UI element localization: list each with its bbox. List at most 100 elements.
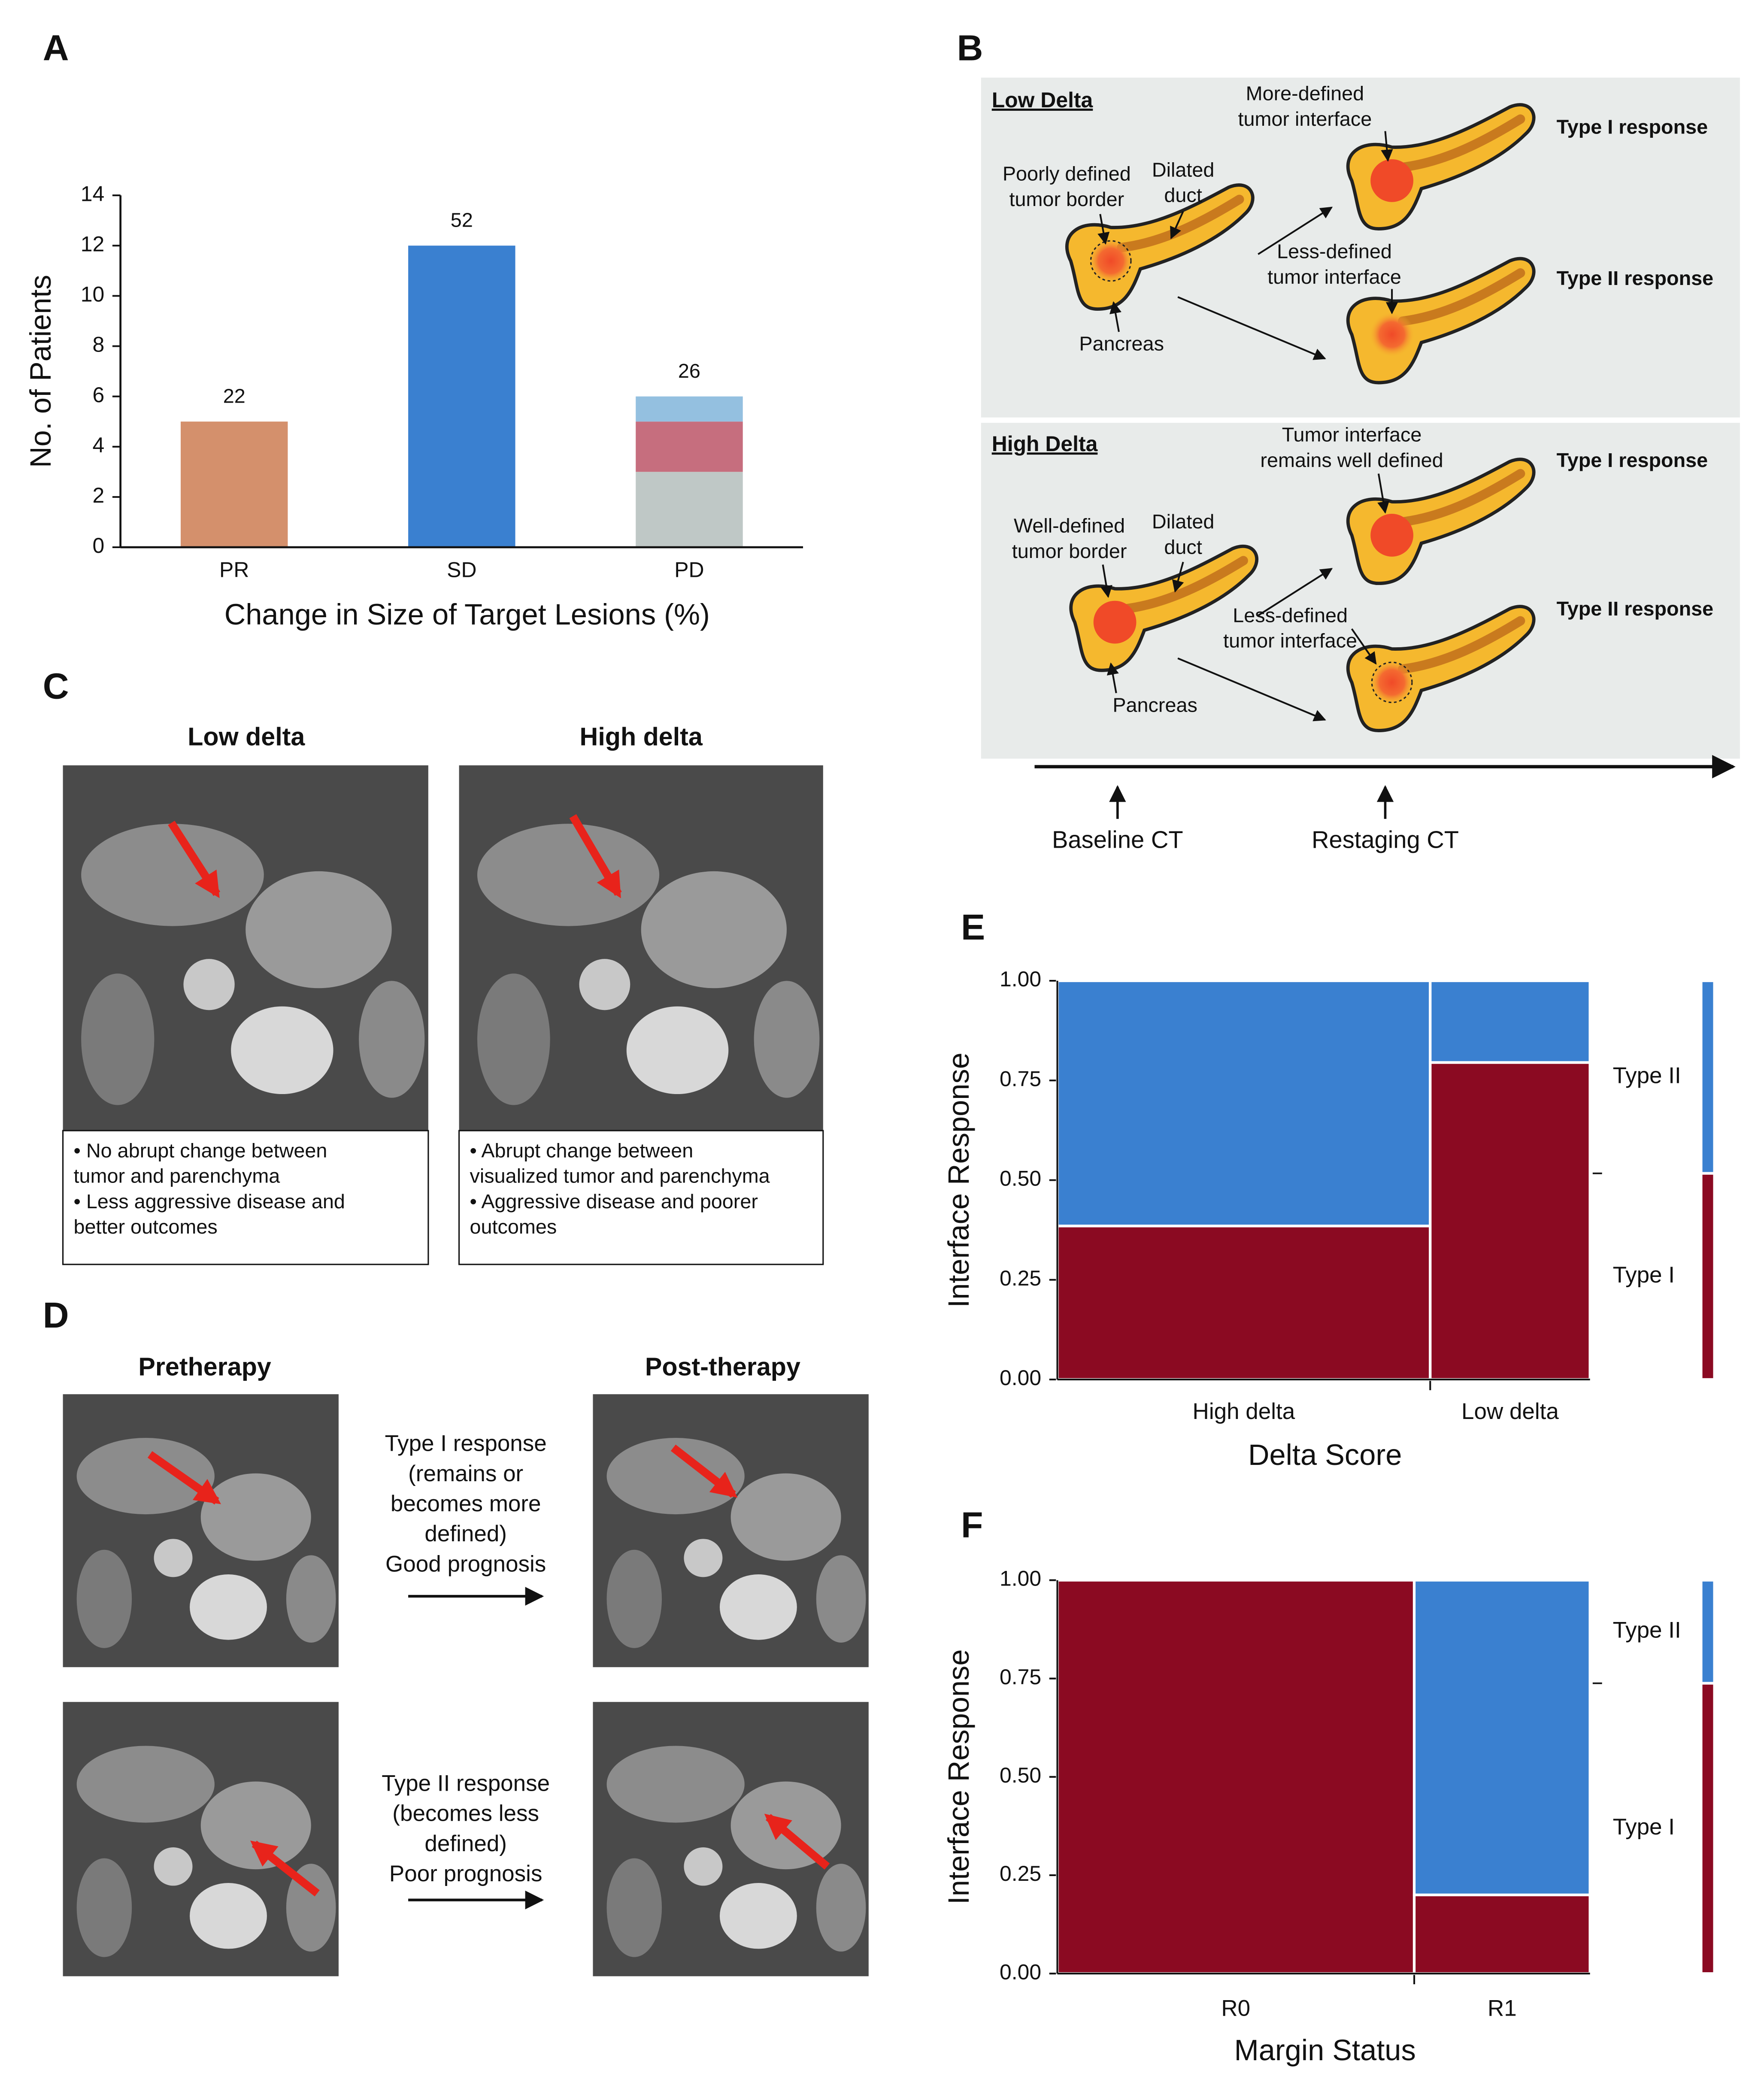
description-line: • Aggressive disease and poorer bbox=[470, 1190, 758, 1213]
diagram-label: tumor border bbox=[1009, 188, 1124, 210]
panel-label: B bbox=[957, 28, 983, 68]
bar-annotation: 52 bbox=[451, 209, 473, 231]
column-title: Low delta bbox=[188, 722, 305, 751]
y-tick-label: 8 bbox=[92, 333, 104, 357]
diagram-label: Dilated bbox=[1152, 510, 1215, 533]
response-label: Type II response bbox=[1557, 267, 1714, 289]
x-tick-label: PR bbox=[219, 558, 249, 582]
mosaic-cell bbox=[1056, 1579, 1416, 1975]
y-tick-label: 4 bbox=[92, 433, 104, 457]
red-arrow bbox=[250, 1840, 320, 1897]
y-tick-label: 0.75 bbox=[1000, 1067, 1041, 1091]
legend-label: Type I bbox=[1613, 1814, 1675, 1840]
marginal-bar bbox=[1702, 1581, 1713, 1682]
panel-label: F bbox=[961, 1505, 983, 1545]
x-tick-label: R1 bbox=[1488, 1995, 1517, 2021]
response-text: Poor prognosis bbox=[389, 1861, 543, 1886]
red-arrow bbox=[147, 1451, 221, 1505]
y-tick-label: 10 bbox=[81, 282, 104, 306]
diagram-label: tumor interface bbox=[1223, 630, 1357, 652]
legend-label: Type II bbox=[1613, 1063, 1681, 1088]
text-box bbox=[458, 1130, 824, 1265]
marginal-bar bbox=[1702, 982, 1713, 1172]
bar bbox=[636, 472, 743, 547]
mosaic-cell bbox=[1429, 979, 1591, 1064]
diagram-label: Dilated bbox=[1152, 158, 1215, 181]
y-tick-label: 2 bbox=[92, 483, 104, 507]
x-tick-label: SD bbox=[447, 558, 476, 582]
y-tick-label: 6 bbox=[92, 383, 104, 407]
tumor-border bbox=[1371, 661, 1413, 703]
y-axis-label: No. of Patients bbox=[24, 275, 57, 468]
bar-annotation: 26 bbox=[678, 360, 700, 382]
diagram-label: Less-defined bbox=[1233, 604, 1348, 626]
legend-label: Type II bbox=[1613, 1618, 1681, 1643]
diagram-label: tumor interface bbox=[1238, 108, 1372, 130]
response-label: Type II response bbox=[1557, 597, 1714, 620]
description-line: visualized tumor and parenchyma bbox=[470, 1165, 770, 1187]
ct-image bbox=[63, 1394, 339, 1667]
x-tick-label: Low delta bbox=[1461, 1399, 1559, 1424]
y-axis-label: Interface Response bbox=[942, 1649, 975, 1905]
response-text: defined) bbox=[424, 1521, 507, 1546]
x-tick-label: PD bbox=[674, 558, 704, 582]
response-label: Type I response bbox=[1557, 116, 1708, 138]
y-tick-label: 0.50 bbox=[1000, 1763, 1041, 1787]
red-arrow bbox=[569, 814, 622, 898]
diagram-label: Tumor interface bbox=[1282, 424, 1422, 446]
column-title: Post-therapy bbox=[645, 1352, 800, 1381]
description-line: tumor and parenchyma bbox=[74, 1165, 280, 1187]
diagram-label: Less-defined bbox=[1277, 240, 1392, 263]
ct-image bbox=[63, 1702, 339, 1977]
response-text: becomes more bbox=[391, 1491, 541, 1516]
diagram-label: Well-defined bbox=[1014, 515, 1125, 537]
panel-label: D bbox=[43, 1295, 69, 1335]
x-tick-label: High delta bbox=[1193, 1399, 1295, 1424]
ct-image bbox=[459, 765, 823, 1131]
x-axis-label: Margin Status bbox=[1234, 2034, 1416, 2067]
column-title: High delta bbox=[580, 722, 703, 751]
red-arrow bbox=[670, 1444, 738, 1498]
response-text: (becomes less bbox=[392, 1801, 539, 1826]
tumor bbox=[1369, 312, 1415, 358]
mosaic-cell bbox=[1412, 1893, 1591, 1975]
y-tick-label: 0 bbox=[92, 534, 104, 558]
panel-label: E bbox=[961, 907, 985, 947]
y-tick-label: 0.75 bbox=[1000, 1665, 1041, 1689]
description-line: • Less aggressive disease and bbox=[74, 1190, 345, 1213]
response-label: Type I response bbox=[1557, 449, 1708, 471]
red-arrow bbox=[764, 1813, 830, 1870]
response-text: Type II response bbox=[382, 1771, 550, 1796]
y-tick-label: 0.25 bbox=[1000, 1266, 1041, 1290]
diagram-label: remains well defined bbox=[1260, 449, 1443, 471]
ct-images-d bbox=[63, 1394, 869, 1977]
diagram-label: duct bbox=[1164, 184, 1202, 206]
ct-image bbox=[63, 765, 428, 1131]
mosaic-cell bbox=[1056, 1225, 1432, 1381]
legend-label: Type I bbox=[1613, 1262, 1675, 1288]
x-tick-label: R0 bbox=[1221, 1995, 1250, 2021]
description-line: • No abrupt change between bbox=[74, 1139, 327, 1161]
diagram-label: Pancreas bbox=[1112, 694, 1197, 716]
y-axis-label: Interface Response bbox=[942, 1052, 975, 1308]
diagram-label: duct bbox=[1164, 536, 1202, 558]
diagram-label: More-defined bbox=[1246, 82, 1364, 105]
pointer-arrows bbox=[1097, 131, 1398, 722]
marginal-bar bbox=[1702, 1684, 1713, 1972]
diagram-label: Pancreas bbox=[1079, 333, 1164, 355]
box-title: High Delta bbox=[992, 432, 1098, 456]
x-axis-label: Delta Score bbox=[1248, 1438, 1402, 1471]
y-tick-label: 1.00 bbox=[1000, 967, 1041, 991]
y-tick-label: 14 bbox=[81, 182, 104, 206]
marginal-bar bbox=[1702, 1174, 1713, 1378]
bar bbox=[636, 421, 743, 472]
mosaic-cell bbox=[1429, 1061, 1591, 1381]
response-text: defined) bbox=[424, 1831, 507, 1856]
text-box bbox=[62, 1130, 429, 1265]
description-line: outcomes bbox=[470, 1216, 557, 1238]
diagram-label: tumor border bbox=[1012, 540, 1127, 562]
y-tick-label: 0.50 bbox=[1000, 1167, 1041, 1191]
ct-image bbox=[593, 1394, 869, 1667]
pancreas-diagrams bbox=[1067, 105, 1534, 731]
